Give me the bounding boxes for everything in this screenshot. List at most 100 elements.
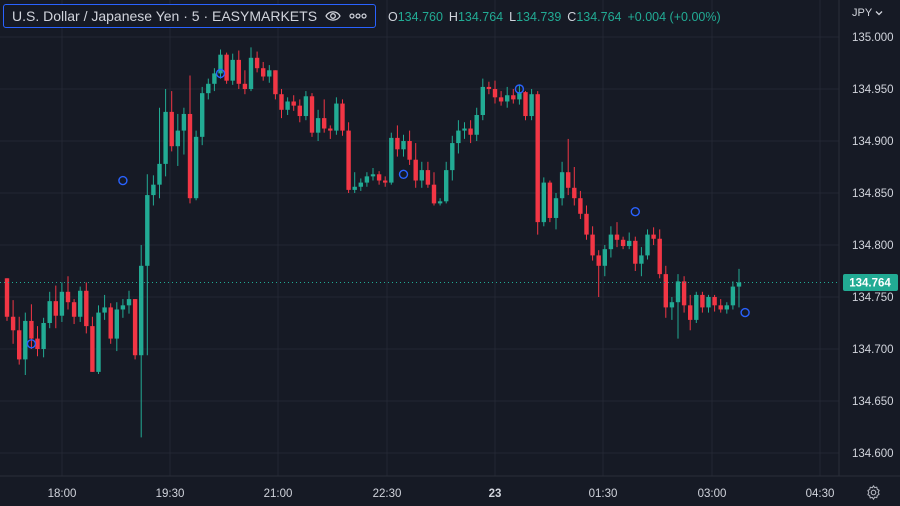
candle (53, 285, 58, 329)
close-value: 134.764 (576, 10, 622, 24)
event-marker[interactable] (215, 68, 226, 79)
candle-body (169, 111, 174, 147)
candle (486, 81, 492, 95)
eye-icon[interactable] (325, 10, 341, 22)
currency-selector[interactable]: JPY (852, 7, 883, 19)
candle-body (309, 96, 315, 133)
candle (688, 294, 693, 331)
candle-body (535, 94, 540, 223)
candle (712, 294, 717, 312)
candle (627, 232, 632, 250)
open-label: O (388, 10, 398, 24)
symbol-legend[interactable]: U.S. Dollar / Japanese Yen · 5 · EASYMAR… (3, 4, 377, 28)
y-tick-label: 134.950 (852, 84, 894, 96)
candle-body (212, 73, 217, 84)
candle-body (334, 103, 339, 131)
candle (200, 86, 205, 146)
candle (71, 299, 77, 325)
candle-body (157, 163, 162, 185)
event-marker[interactable] (398, 169, 409, 179)
candle (639, 247, 644, 277)
event-marker[interactable] (514, 84, 525, 94)
candle-body (553, 198, 559, 218)
candle-body (712, 297, 717, 306)
candle-body (627, 240, 632, 247)
candle-body (492, 89, 498, 98)
candle (267, 65, 272, 83)
candle-body (236, 59, 241, 84)
candle-body (694, 294, 699, 320)
candle-body (267, 70, 272, 77)
candle-body (102, 307, 107, 313)
candle (517, 84, 522, 105)
change-value: +0.004 (+0.00%) (627, 10, 721, 24)
candle-body (139, 265, 144, 356)
candle-body (450, 143, 455, 171)
candle (315, 109, 321, 141)
candle-body (206, 83, 211, 94)
candle (303, 91, 309, 121)
event-marker[interactable] (118, 175, 128, 186)
candle-body (315, 118, 321, 133)
candle-body (151, 184, 156, 196)
candle-body (224, 54, 229, 81)
candle-body (639, 255, 644, 264)
candle (425, 161, 431, 188)
candle (230, 53, 235, 85)
event-marker[interactable] (26, 339, 37, 349)
candle (163, 89, 168, 177)
candle-body (395, 137, 400, 150)
candle (364, 172, 370, 187)
candle (450, 135, 455, 181)
candle (645, 229, 650, 260)
symbol-title[interactable]: U.S. Dollar / Japanese Yen · 5 · EASYMAR… (12, 8, 318, 24)
candle (681, 276, 687, 313)
candle (614, 222, 620, 248)
candle-body (724, 305, 729, 310)
price-axis[interactable]: 135.000 134.950 134.900 134.850 134.800 134.7… (852, 32, 894, 460)
candle-body (480, 86, 485, 115)
candle (523, 91, 528, 121)
candle (96, 305, 101, 374)
candle (370, 168, 376, 181)
candle (157, 107, 162, 199)
candle-body (529, 94, 534, 117)
candle-body (108, 307, 113, 339)
time-axis[interactable]: 18:00 19:30 21:00 22:30 23 01:30 03:00 04:30 (48, 488, 835, 500)
candle-body (261, 68, 266, 77)
y-tick-label: 134.750 (852, 292, 894, 304)
candle-body (425, 170, 431, 185)
candle-body (511, 95, 516, 100)
candle-body (59, 291, 65, 316)
x-tick-label: 23 (489, 488, 502, 500)
candle (169, 91, 174, 152)
candle-body (181, 113, 187, 131)
candle-body (35, 338, 40, 349)
more-icon[interactable] (349, 13, 367, 19)
candle-body (285, 101, 290, 110)
gear-icon[interactable] (865, 484, 882, 506)
candle-body (505, 95, 510, 102)
candle (492, 80, 498, 104)
candle (675, 274, 681, 339)
candle (694, 291, 699, 323)
candle-body (297, 105, 302, 117)
candle-body (41, 323, 46, 349)
x-tick-label: 19:30 (156, 488, 185, 500)
event-marker[interactable] (740, 307, 750, 318)
candle-body (230, 59, 235, 81)
event-marker[interactable] (630, 207, 640, 217)
candle-body (376, 174, 382, 181)
candle-body (413, 159, 418, 181)
candle-body (437, 201, 443, 204)
candle-body (291, 101, 296, 106)
candle-body (559, 172, 565, 199)
candle (590, 226, 595, 261)
candle (35, 326, 40, 357)
candle (376, 171, 382, 185)
candle-body (200, 93, 205, 137)
candle (401, 134, 406, 157)
candle-body (669, 302, 675, 308)
candle (383, 176, 388, 187)
